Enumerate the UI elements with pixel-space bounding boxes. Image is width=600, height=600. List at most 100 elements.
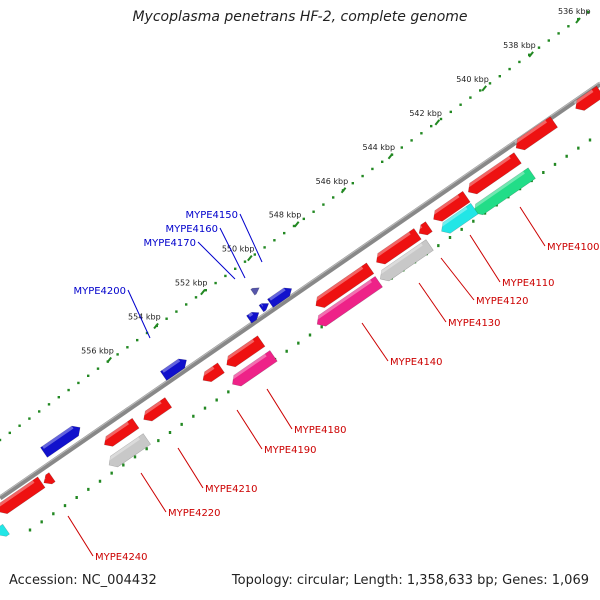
mype4100-label: MYPE4100 [547, 242, 600, 253]
gene-mype4100a-body[interactable] [512, 116, 558, 154]
gene-mype4220c-body[interactable] [105, 433, 151, 471]
inner-dot [565, 154, 568, 158]
tick-label: 550 kbp [222, 245, 255, 254]
inner-dot [145, 447, 148, 451]
outer-dot [439, 117, 443, 121]
tick-mark [528, 51, 534, 58]
mype4140-label: MYPE4140 [390, 357, 443, 368]
outer-dot [234, 267, 237, 270]
tick-label: 540 kbp [456, 75, 489, 84]
gene-row1-a-body[interactable] [572, 85, 600, 114]
mype4180-label: MYPE4180 [294, 425, 347, 436]
gene-mype4130a-body[interactable] [373, 228, 422, 267]
gene-mype4150-body[interactable] [267, 285, 294, 308]
gene-mype4210a-body[interactable] [140, 397, 173, 425]
outer-dot [586, 10, 590, 14]
gene-mype4100c[interactable] [471, 167, 536, 218]
tick-label: 536 kbp [558, 7, 591, 16]
mype4120-label: MYPE4120 [476, 296, 529, 307]
gene-mype4110b-body[interactable] [416, 221, 433, 239]
tick-label: 544 kbp [362, 143, 395, 152]
gene-mype4100b[interactable] [465, 152, 522, 198]
gene-mype4190a-body[interactable] [200, 362, 225, 385]
gene-mype4180a-body[interactable] [223, 335, 266, 371]
tick-mark [106, 356, 112, 364]
gene-mype4220a-body[interactable] [101, 417, 140, 449]
gene-mype4200[interactable] [160, 356, 189, 381]
inner-dot [320, 325, 323, 329]
gene-mype4100a[interactable] [512, 116, 558, 154]
mype4240-leader [67, 515, 94, 557]
gene-mype4170-body[interactable] [258, 300, 271, 313]
gene-mype4240a-body[interactable] [0, 476, 46, 517]
gene-mype4240b[interactable] [41, 472, 56, 488]
gene-mype4110c[interactable] [438, 202, 479, 236]
outer-dot [361, 174, 364, 178]
gene-mype4220a[interactable] [101, 417, 140, 449]
outer-dot [410, 139, 413, 142]
mype4150-label: MYPE4150 [185, 210, 238, 221]
tick-label: 548 kbp [269, 211, 302, 220]
gene-mype4150[interactable] [267, 285, 294, 308]
gene-mype4100c-body[interactable] [471, 167, 536, 218]
mype4210-label: MYPE4210 [205, 484, 258, 495]
mype4190-label: MYPE4190 [264, 445, 317, 456]
gene-mype4180c[interactable] [229, 350, 278, 389]
inner-dot [180, 422, 183, 426]
gene-mype4250c-body[interactable] [0, 523, 10, 540]
outer-dot [400, 146, 403, 149]
inner-dot [52, 512, 55, 516]
gene-mype4170b-body[interactable] [246, 309, 262, 324]
gene-mype4210a[interactable] [140, 397, 173, 425]
inner-dot [40, 520, 43, 524]
gene-mype4120c[interactable] [377, 239, 434, 285]
gene-mype4220c[interactable] [105, 433, 151, 471]
outer-dot [567, 25, 570, 28]
gene-mype4140a-body[interactable] [312, 262, 375, 311]
outer-dot [420, 132, 423, 135]
gene-mype4110c-body[interactable] [438, 202, 479, 236]
map-title: Mycoplasma penetrans HF-2, complete geno… [132, 9, 468, 25]
tick-mark [340, 187, 347, 194]
inner-dot [472, 219, 475, 223]
gene-row1-a[interactable] [572, 85, 600, 114]
gene-mype4120c-body[interactable] [377, 239, 434, 285]
tick-mark [387, 153, 394, 160]
gene-mype4230[interactable] [40, 423, 83, 458]
gene-mype4130a[interactable] [373, 228, 422, 267]
gene-mype4250c[interactable] [0, 523, 10, 540]
gene-mype4240a[interactable] [0, 476, 46, 517]
gene-mype4170[interactable] [258, 300, 271, 313]
outer-dot [312, 210, 315, 213]
gene-mype4240b-body[interactable] [41, 472, 56, 488]
gene-mype4170b[interactable] [246, 309, 262, 324]
gene-mype4180a[interactable] [223, 335, 266, 371]
gene-mype4230-shine [42, 425, 74, 449]
gene-mype4140a[interactable] [312, 262, 375, 311]
outer-dot [273, 239, 276, 242]
gene-mype4160-body[interactable] [250, 285, 262, 296]
gene-mype4180c-body[interactable] [229, 350, 278, 389]
gene-mype4200-body[interactable] [160, 356, 189, 381]
gene-mype4190a[interactable] [200, 362, 225, 385]
gene-mype4130a-shine [374, 231, 411, 259]
inner-dot [448, 236, 452, 239]
genome-backbone-highlight [0, 81, 600, 497]
gene-mype4110a[interactable] [430, 190, 471, 224]
gene-mype4140c[interactable] [313, 276, 383, 329]
gene-mype4140c-body[interactable] [313, 276, 383, 329]
tick-mark [481, 85, 487, 92]
gene-mype4110b[interactable] [416, 221, 433, 239]
gene-mype4100b-body[interactable] [465, 152, 522, 198]
gene-mype4120c-shine [378, 243, 423, 276]
gene-mype4160[interactable] [250, 285, 262, 296]
backbone-layer [0, 81, 600, 501]
feature-layer[interactable] [0, 85, 600, 540]
outer-dot [283, 231, 286, 235]
tick-mark [200, 288, 206, 296]
tick-label: 556 kbp [81, 346, 114, 355]
gene-mype4110a-body[interactable] [430, 190, 471, 224]
inner-dot [28, 528, 32, 532]
gene-mype4230-body[interactable] [40, 423, 83, 458]
